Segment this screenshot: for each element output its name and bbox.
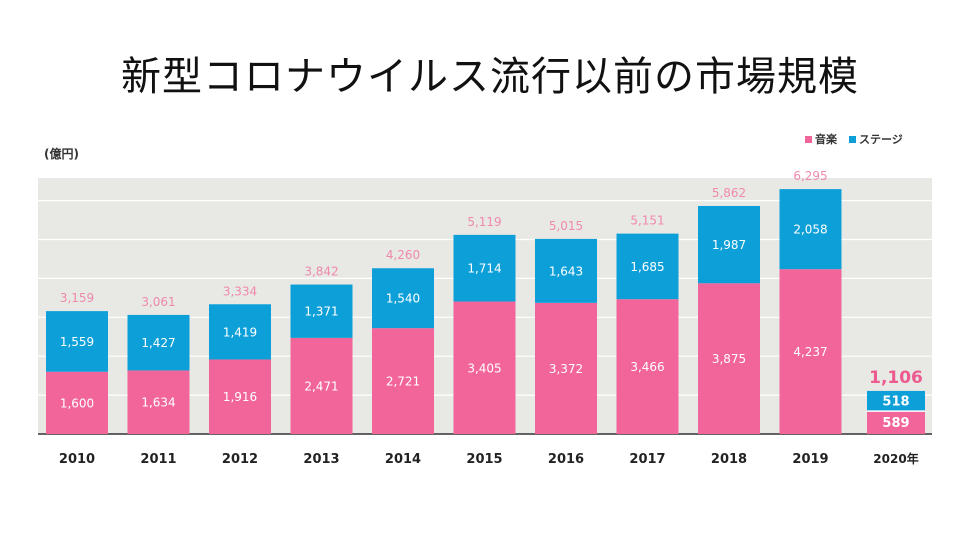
data-label-stage: 518: [882, 395, 909, 410]
data-label-stage: 1,540: [386, 292, 420, 306]
data-label-total: 3,334: [223, 284, 257, 298]
slide-title: 新型コロナウイルス流行以前の市場規模: [121, 54, 859, 100]
data-label-total: 6,295: [793, 169, 827, 183]
data-label-music: 589: [882, 416, 909, 431]
bar-segment-stage: [127, 314, 190, 371]
legend-swatch-stage: [849, 136, 856, 143]
bar-segment-music: [779, 269, 842, 434]
legend-label-stage: ステージ: [859, 133, 903, 146]
data-label-stage: 1,643: [549, 264, 583, 278]
bar-segment-stage: [535, 238, 597, 303]
data-label-total: 5,862: [712, 186, 746, 200]
bar-segment-music: [290, 337, 353, 434]
data-label-stage: 2,058: [793, 223, 827, 237]
data-label-music: 2,471: [304, 379, 338, 393]
bar-segment-stage: [290, 284, 353, 338]
bar-segment-stage: [867, 390, 925, 412]
y-axis-unit-label: (億円): [44, 146, 79, 161]
data-label-stage: 1,419: [223, 325, 257, 339]
data-label-total: 4,260: [386, 248, 420, 262]
bar-segment-stage: [779, 189, 842, 270]
bar-segment-stage: [698, 205, 760, 284]
data-label-total: 5,119: [467, 215, 501, 229]
bar-segment-stage: [453, 234, 516, 302]
data-label-music: 1,634: [141, 396, 175, 410]
bar-segment-music: [616, 299, 679, 434]
bar-segment-music: [867, 411, 925, 434]
x-tick-label: 2011: [140, 452, 176, 467]
bar-segment-stage: [616, 233, 679, 300]
x-tick-label: 2016: [548, 452, 584, 467]
data-label-total: 3,842: [304, 265, 338, 279]
data-label-music: 1,600: [60, 396, 94, 410]
data-label-total: 3,159: [60, 291, 94, 305]
data-label-stage: 1,714: [467, 262, 501, 276]
data-label-stage: 1,685: [630, 260, 664, 274]
bar-segment-music: [372, 328, 434, 434]
data-label-music: 1,916: [223, 390, 257, 404]
data-label-music: 3,875: [712, 352, 746, 366]
data-label-total: 5,151: [630, 214, 664, 228]
bar-segment-music: [453, 301, 516, 434]
x-tick-label: 2014: [385, 452, 421, 467]
data-label-total: 3,061: [141, 295, 175, 309]
x-tick-label: 2012: [222, 452, 258, 467]
data-label-stage: 1,987: [712, 238, 746, 252]
legend-label-music: 音楽: [815, 132, 838, 146]
x-tick-label: 2019: [792, 452, 828, 467]
data-label-total: 1,106: [869, 368, 923, 388]
bar-segment-music: [698, 283, 760, 434]
bar-segment-music: [535, 302, 597, 434]
data-label-music: 3,405: [467, 361, 501, 375]
legend-swatch-music: [805, 136, 812, 143]
data-label-music: 3,466: [630, 360, 664, 374]
bar-segment-music: [209, 359, 271, 434]
x-tick-label: 2020年: [873, 451, 918, 466]
x-tick-label: 2015: [466, 452, 502, 467]
data-label-music: 2,721: [386, 375, 420, 389]
bar-segment-stage: [372, 268, 434, 329]
x-tick-label: 2010: [59, 452, 95, 467]
x-tick-label: 2017: [629, 452, 665, 467]
bar-segment-music: [127, 370, 190, 434]
data-label-stage: 1,559: [60, 335, 94, 349]
data-label-music: 3,372: [549, 362, 583, 376]
data-label-music: 4,237: [793, 345, 827, 359]
data-label-total: 5,015: [549, 219, 583, 233]
bar-segment-music: [46, 371, 108, 434]
data-label-stage: 1,427: [141, 336, 175, 350]
x-tick-label: 2018: [711, 452, 747, 467]
bar-segment-stage: [46, 311, 108, 372]
data-label-stage: 1,371: [304, 305, 338, 319]
x-tick-label: 2013: [303, 452, 339, 467]
bar-segment-stage: [209, 304, 271, 360]
